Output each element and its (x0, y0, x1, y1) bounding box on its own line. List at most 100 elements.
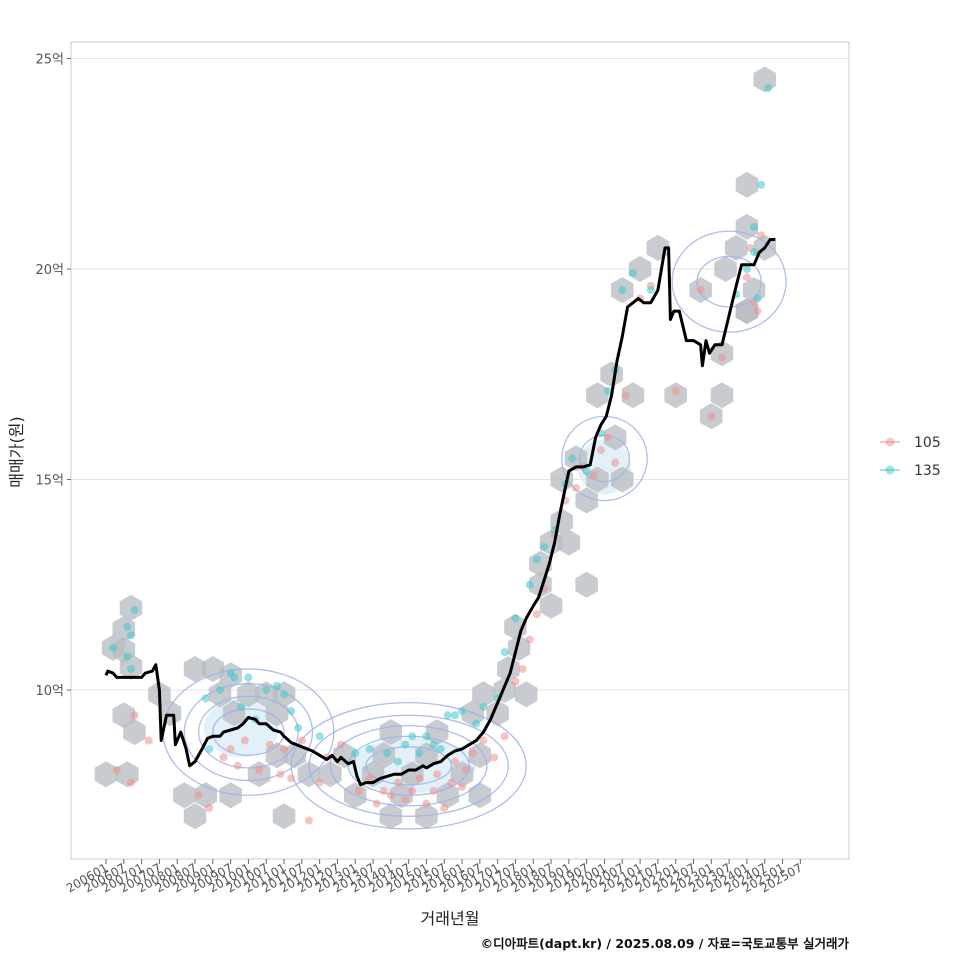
scatter-point-105 (408, 787, 417, 796)
scatter-point-105 (226, 744, 235, 753)
hexbin-cell (94, 761, 118, 788)
hexbin-cell (714, 256, 737, 282)
scatter-point-105 (315, 778, 324, 787)
scatter-point-135 (215, 686, 224, 694)
scatter-point-135 (753, 294, 762, 303)
scatter-point-135 (646, 286, 655, 295)
scatter-point-105 (429, 787, 438, 796)
scatter-point-105 (297, 736, 306, 745)
y-tick-label: 10억 (35, 684, 64, 699)
density-contour (696, 255, 762, 308)
scatter-point-105 (130, 711, 139, 720)
hexbin-cell (415, 742, 438, 769)
legend-label-105: 105 (914, 435, 941, 451)
scatter-point-135 (757, 180, 766, 189)
scatter-point-135 (568, 454, 577, 463)
plot-panel (70, 41, 850, 860)
chart-caption: ©디아파트(dapt.kr) / 2025.08.09 / 자료=국토교통부 실… (481, 936, 850, 951)
scatter-point-105 (461, 765, 470, 774)
scatter-point-105 (276, 770, 285, 779)
scatter-point-135 (272, 681, 281, 690)
hexbin-cell (725, 234, 748, 261)
hexbin-cell (664, 382, 687, 409)
scatter-point-105 (354, 787, 363, 796)
scatter-point-105 (621, 391, 630, 400)
scatter-point-135 (618, 286, 627, 295)
scatter-point-105 (265, 740, 274, 749)
scatter-point-105 (757, 231, 766, 240)
scatter-point-105 (707, 412, 716, 421)
scatter-point-105 (365, 774, 374, 783)
scatter-point-105 (422, 799, 431, 808)
scatter-point-135 (604, 387, 613, 396)
scatter-point-135 (450, 711, 459, 720)
scatter-point-135 (429, 740, 438, 749)
scatter-point-135 (628, 269, 637, 278)
density-contour (671, 230, 787, 333)
hexbin-cell (123, 719, 146, 746)
scatter-point-135 (750, 222, 759, 231)
y-axis-ticks: 10억 15억 20억 25억 (35, 53, 71, 699)
hexbin-cell (183, 803, 207, 830)
scatter-point-105 (205, 803, 214, 812)
density-contour (197, 695, 299, 769)
hexbin-cell (586, 382, 609, 409)
scatter-point-105 (240, 736, 249, 745)
scatter-point-105 (233, 761, 242, 770)
scatter-point-105 (337, 740, 345, 749)
hexbin-cell (621, 382, 645, 409)
scatter-point-105 (287, 774, 296, 783)
scatter-point-105 (393, 778, 402, 787)
scatter-point-105 (490, 753, 499, 762)
scatter-point-105 (280, 744, 289, 753)
hexbin-cell (119, 594, 143, 621)
legend-key-135 (885, 465, 895, 475)
density-fill-region (203, 698, 279, 758)
scatter-point-135 (123, 652, 132, 661)
x-axis-title: 거래년월 (421, 909, 480, 928)
density-contour (365, 746, 453, 786)
hexbin-cell (611, 466, 634, 493)
scatter-point-135 (764, 83, 773, 92)
density-contour (561, 415, 648, 502)
hexbin-cell (575, 571, 598, 598)
scatter-point-135 (201, 694, 210, 703)
scatter-point-105 (596, 446, 605, 455)
scatter-point-135 (582, 467, 591, 476)
legend-label-135: 135 (914, 463, 941, 479)
scatter-point-135 (472, 719, 481, 728)
trend-line (104, 238, 776, 787)
scatter-point-105 (450, 757, 459, 766)
scatter-point-105 (511, 677, 520, 686)
y-tick-label: 20억 (35, 263, 64, 278)
scatter-point-105 (126, 778, 135, 787)
scatter-point-105 (604, 433, 613, 442)
scatter-point-105 (255, 765, 264, 774)
scatter-point-135 (351, 749, 360, 758)
scatter-point-135 (443, 711, 452, 720)
hexbin-cell (201, 656, 225, 682)
hexbin-cell (468, 742, 492, 769)
scatter-point-135 (408, 732, 417, 741)
hexbin-cell (112, 702, 136, 729)
scatter-point-105 (589, 471, 598, 480)
scatter-point-135 (532, 555, 541, 564)
density-contour (329, 725, 488, 807)
legend-key-105 (885, 437, 895, 447)
scatter-point-105 (401, 795, 410, 804)
scatter-point-135 (393, 757, 402, 766)
hexbin-cell (415, 803, 438, 830)
scatter-point-105 (532, 610, 541, 619)
scatter-point-135 (511, 614, 520, 623)
scatter-point-105 (500, 732, 509, 741)
scatter-point-135 (262, 686, 271, 694)
scatter-point-135 (244, 673, 253, 682)
trend-line-layer (104, 238, 776, 787)
density-contour (308, 714, 509, 817)
hexbin-cell (735, 213, 759, 240)
density-contour-layer (162, 230, 787, 830)
scatter-point-105 (696, 286, 705, 295)
scatter-point-105 (458, 782, 467, 791)
scatter-point-135 (230, 673, 239, 682)
scatter-point-135 (287, 707, 296, 716)
